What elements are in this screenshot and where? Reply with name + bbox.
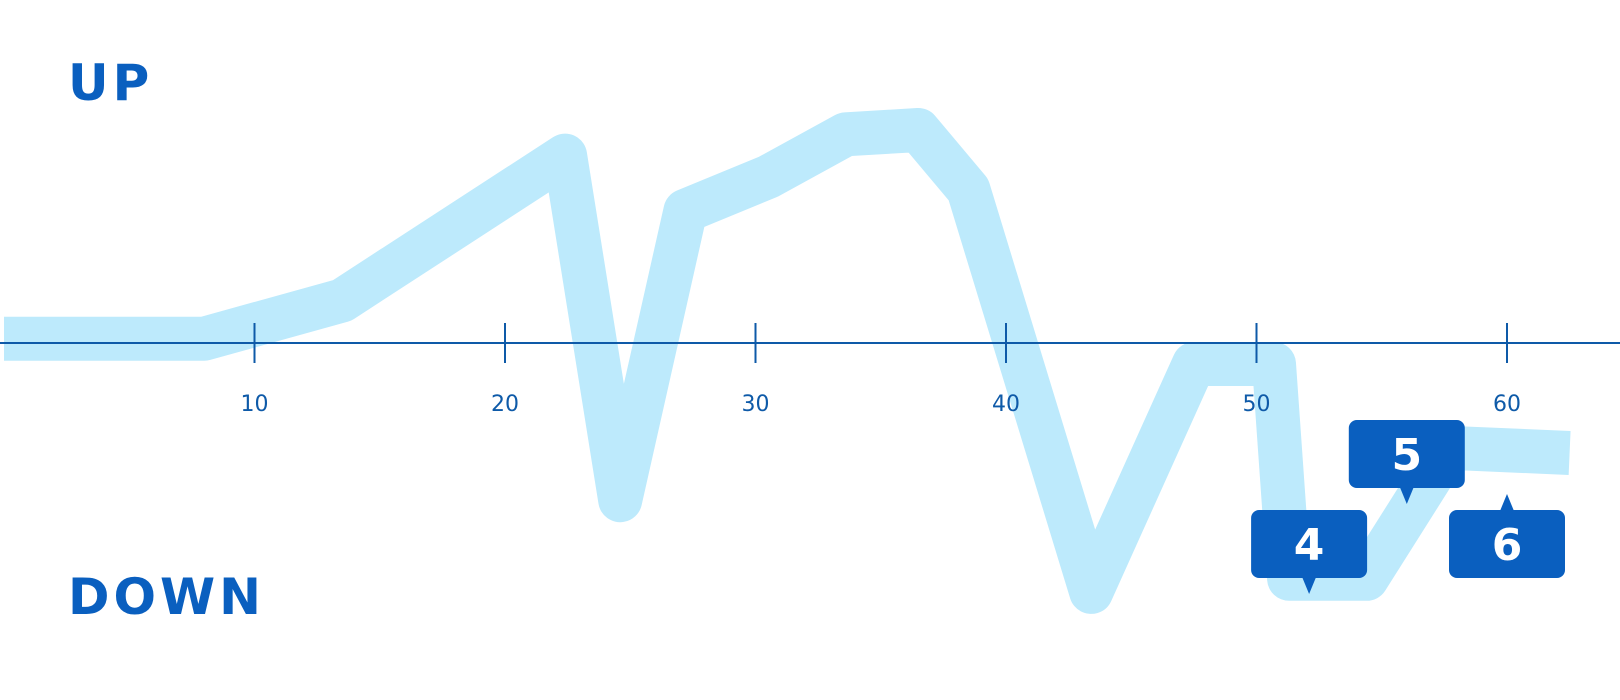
bubble-box bbox=[1348, 420, 1465, 488]
up-label: UP bbox=[68, 54, 153, 112]
x-tick-label-50: 50 bbox=[1243, 392, 1271, 417]
bubble-pointer bbox=[1399, 487, 1414, 504]
x-tick-label-30: 30 bbox=[742, 392, 770, 417]
x-tick-label-60: 60 bbox=[1493, 392, 1521, 417]
annotation-bubble-4: 4 bbox=[1251, 510, 1368, 594]
bubble-box bbox=[1251, 510, 1368, 578]
x-tick-label-20: 20 bbox=[491, 392, 519, 417]
annotation-bubble-6: 6 bbox=[1449, 494, 1565, 578]
x-tick-label-40: 40 bbox=[992, 392, 1020, 417]
x-tick-label-10: 10 bbox=[241, 392, 269, 417]
bubble-label: 5 bbox=[1391, 430, 1422, 481]
bubble-label: 6 bbox=[1492, 520, 1523, 571]
x-axis: 10 20 30 40 50 60 bbox=[0, 323, 1620, 417]
bubble-pointer bbox=[1302, 577, 1317, 594]
bubble-label: 4 bbox=[1294, 520, 1325, 571]
down-label: DOWN bbox=[68, 568, 265, 626]
annotation-bubble-5: 5 bbox=[1348, 420, 1465, 504]
bubble-pointer bbox=[1500, 494, 1514, 511]
annotation-layer: 4 5 6 bbox=[1251, 420, 1565, 594]
bubble-box bbox=[1449, 510, 1565, 578]
